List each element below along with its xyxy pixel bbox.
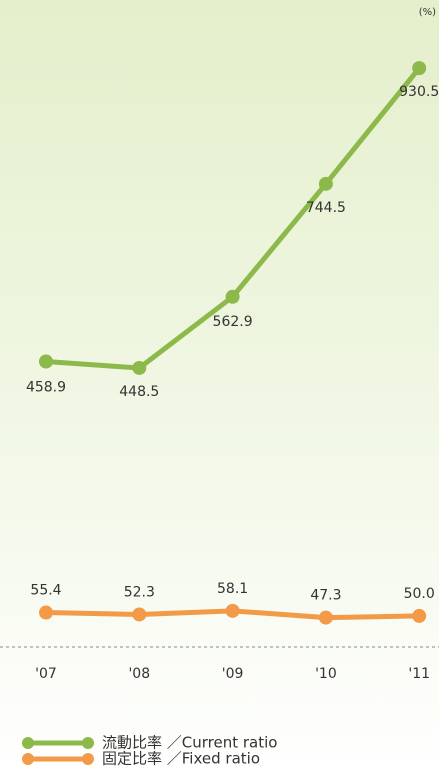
data-label: 58.1 (217, 581, 248, 597)
unit-label: (%) (419, 7, 436, 18)
x-tick-label: '09 (222, 666, 244, 682)
data-point (225, 289, 240, 304)
data-point (318, 176, 333, 191)
data-label: 458.9 (26, 380, 66, 396)
data-label: 448.5 (119, 384, 159, 400)
data-label: 47.3 (310, 588, 341, 604)
x-tick-label: '11 (408, 666, 430, 682)
data-point (412, 61, 427, 76)
data-point (132, 360, 147, 375)
data-label: 562.9 (213, 314, 253, 330)
data-label: 50.0 (404, 586, 435, 602)
legend-label: 固定比率 ／Fixed ratio (102, 750, 260, 768)
data-point (39, 605, 53, 620)
x-tick-label: '08 (128, 666, 150, 682)
data-label: 930.5 (399, 84, 439, 100)
legend-label: 流動比率 ／Current ratio (102, 734, 277, 752)
data-label: 744.5 (306, 200, 346, 216)
data-label: 52.3 (124, 584, 155, 600)
legend-dot (82, 737, 94, 749)
x-tick-label: '07 (35, 666, 57, 682)
legend-dot (22, 753, 34, 765)
data-point (225, 603, 240, 618)
data-point (412, 608, 427, 623)
x-tick-label: '10 (315, 666, 337, 682)
data-label: 55.4 (30, 583, 61, 599)
data-point (132, 607, 147, 622)
data-point (39, 354, 53, 369)
legend-dot (82, 753, 94, 765)
data-point (318, 610, 333, 625)
legend-dot (22, 737, 34, 749)
